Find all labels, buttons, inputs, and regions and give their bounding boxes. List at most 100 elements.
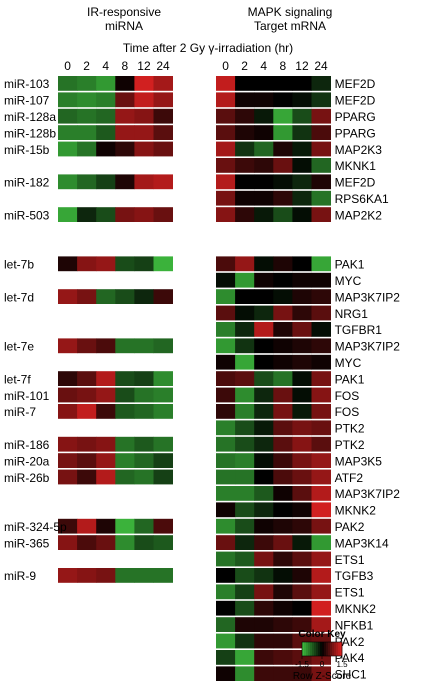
mirna-cell (77, 125, 97, 140)
mrna-cell (254, 568, 274, 583)
mrna-cell (273, 502, 293, 518)
mirna-cell (153, 404, 173, 419)
mrna-cell (311, 371, 331, 386)
mrna-cell (292, 502, 312, 518)
mrna-cell (235, 190, 255, 206)
mirna-cell (153, 125, 173, 140)
mrna-cell (292, 158, 312, 173)
mirna-cell (96, 453, 116, 468)
mrna-cell (311, 469, 331, 485)
mirna-cell (58, 568, 78, 583)
right-panel-title-line2: Target mRNA (254, 19, 326, 33)
mrna-cell (311, 76, 331, 91)
mrna-row-label: TGFB3 (335, 569, 374, 583)
mrna-cell (292, 338, 312, 354)
mrna-cell (235, 650, 255, 665)
mrna-cell (311, 666, 331, 681)
mirna-cell (96, 108, 116, 124)
mrna-row-label: PAK1 (335, 372, 365, 386)
mrna-cell (311, 617, 331, 632)
mirna-cell (96, 174, 116, 190)
mirna-cell (58, 76, 78, 91)
mrna-cell (292, 486, 312, 501)
mrna-cell (235, 322, 255, 337)
mrna-cell (216, 420, 236, 436)
mrna-cell (311, 453, 331, 468)
mrna-cell (254, 108, 274, 124)
mrna-cell (216, 76, 236, 91)
mrna-cell (235, 404, 255, 419)
mirna-cell (153, 387, 173, 403)
mirna-cell (58, 518, 78, 534)
mrna-cell (273, 518, 293, 534)
mrna-cell (273, 207, 293, 222)
mrna-cell (292, 436, 312, 452)
mirna-cell (77, 404, 97, 419)
mrna-cell (235, 617, 255, 632)
mrna-cell (273, 108, 293, 124)
mrna-row-label: MAP3K7IP2 (335, 340, 401, 354)
color-key-swatch (314, 642, 317, 656)
mirna-cell (134, 289, 154, 304)
mrna-cell (311, 551, 331, 567)
mrna-cell (292, 322, 312, 337)
mirna-cell (153, 207, 173, 222)
mrna-cell (254, 404, 274, 419)
mirna-cell (58, 92, 78, 108)
mrna-cell (311, 535, 331, 550)
mirna-cell (153, 535, 173, 550)
mrna-cell (216, 600, 236, 616)
mrna-cell (254, 272, 274, 288)
mrna-cell (273, 617, 293, 632)
mrna-cell (235, 338, 255, 354)
mirna-cell (153, 92, 173, 108)
mirna-cell (134, 141, 154, 157)
mrna-cell (273, 633, 293, 649)
mrna-cell (216, 305, 236, 321)
mrna-row-label: MYC (335, 356, 362, 370)
color-key-swatch (316, 642, 319, 656)
mrna-cell (254, 289, 274, 304)
mrna-row-label: MEF2D (335, 94, 376, 108)
mirna-cell (77, 256, 97, 272)
mrna-cell (216, 551, 236, 567)
mirna-row-label: miR-103 (4, 77, 50, 91)
mrna-cell (235, 436, 255, 452)
mrna-cell (292, 354, 312, 370)
mrna-cell (235, 256, 255, 272)
mirna-cell (58, 535, 78, 550)
mirna-row-label: miR-20a (4, 454, 50, 468)
mrna-cell (292, 568, 312, 583)
color-key-swatch (332, 642, 335, 656)
mrna-cell (254, 650, 274, 665)
mrna-cell (292, 92, 312, 108)
mrna-row-label: MAP3K7IP2 (335, 290, 401, 304)
mrna-cell (216, 354, 236, 370)
mirna-row-label: let-7e (4, 340, 34, 354)
mirna-cell (115, 108, 135, 124)
mrna-cell (292, 371, 312, 386)
mirna-cell (58, 436, 78, 452)
mirna-cell (58, 125, 78, 140)
mirna-cell (134, 404, 154, 419)
mrna-cell (216, 158, 236, 173)
time-tick-right-2: 2 (241, 59, 248, 73)
mirna-cell (134, 371, 154, 386)
mirna-cell (77, 174, 97, 190)
mirna-cell (115, 141, 135, 157)
mirna-row-label: miR-324-5p (4, 520, 67, 534)
mrna-cell (311, 518, 331, 534)
mrna-cell (254, 322, 274, 337)
mrna-row-label: ETS1 (335, 553, 365, 567)
mrna-cell (235, 174, 255, 190)
mrna-cell (273, 371, 293, 386)
mrna-cell (273, 289, 293, 304)
mirna-row-label: let-7b (4, 258, 34, 272)
mirna-row-label: miR-182 (4, 176, 50, 190)
mrna-cell (292, 207, 312, 222)
mrna-cell (311, 584, 331, 600)
mirna-cell (153, 76, 173, 91)
mrna-cell (292, 289, 312, 304)
mirna-cell (58, 469, 78, 485)
